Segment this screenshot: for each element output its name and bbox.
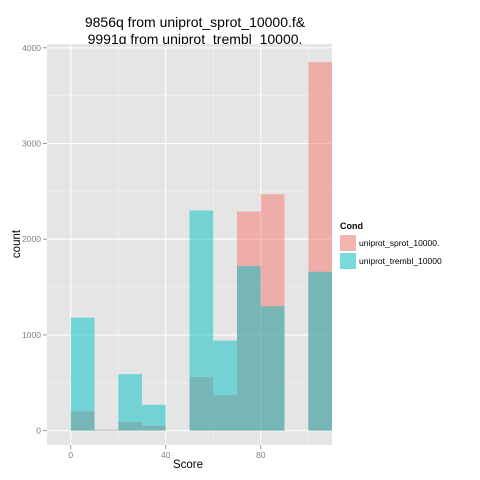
bar-trembl-30 (142, 404, 166, 431)
bars (70, 62, 332, 431)
bar-trembl-80 (260, 306, 285, 431)
legend-label: uniprot_sprot_10000. (359, 238, 439, 248)
y-tick-label: 4000 (22, 43, 41, 53)
bar-trembl-60 (213, 340, 237, 431)
y-axis-title: count (11, 229, 23, 258)
y-tick-label: 3000 (22, 139, 41, 149)
bar-trembl-100 (308, 271, 332, 431)
chart-title-line-2: 9991q from uniprot_trembl_10000. (88, 31, 303, 47)
y-tick-label: 0 (36, 426, 41, 436)
legend-key-swatch (340, 235, 356, 251)
x-axis-title: Score (173, 459, 203, 471)
x-tick-label: 40 (161, 450, 171, 460)
x-tick-label: 80 (256, 450, 266, 460)
legend-key-swatch (340, 253, 356, 269)
bar-trembl-0 (70, 317, 95, 431)
legend-label: uniprot_trembl_10000 (359, 256, 442, 266)
legend: Cond uniprot_sprot_10000. uniprot_trembl_… (340, 221, 442, 269)
legend-title: Cond (340, 221, 363, 231)
y-tick-label: 1000 (22, 330, 41, 340)
y-tick-label: 2000 (22, 234, 41, 244)
x-tick-label: 0 (68, 450, 73, 460)
bar-trembl-20 (118, 374, 142, 431)
chart-title-line-1: 9856q from uniprot_sprot_10000.f& (85, 14, 306, 30)
axes: 0 40 80 0 1000 2000 3000 4000 (22, 43, 266, 460)
bar-trembl-70 (237, 266, 261, 431)
bar-trembl-50 (189, 210, 214, 431)
